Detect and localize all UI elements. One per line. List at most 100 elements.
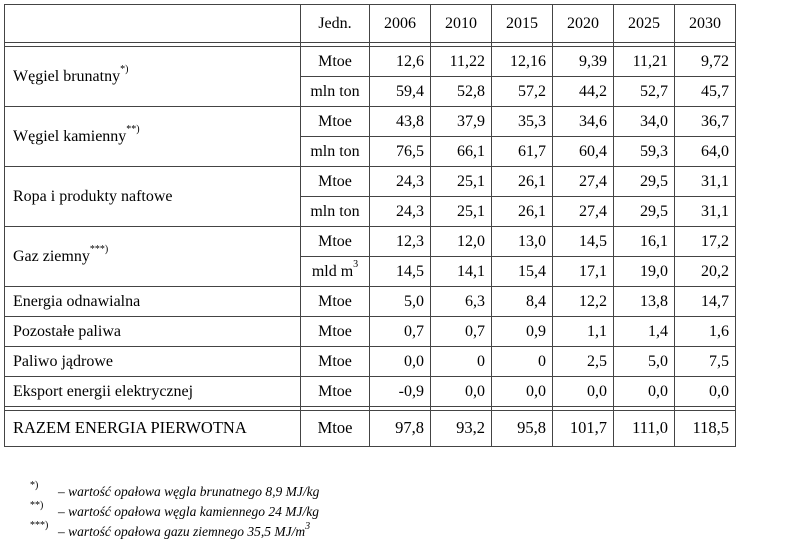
header-empty-cell [4,4,301,43]
value-cell: 5,0 [369,286,431,317]
value-cell: 20,2 [674,256,736,287]
value-cell: 31,1 [674,166,736,197]
table-row: Węgiel kamienny**) Mtoe 43,8 37,9 35,3 34,6 34… [4,106,736,167]
footnote-superscript: 3 [305,520,311,532]
value-cell: 0,0 [613,376,675,407]
unit-cell: mld m3 [300,256,370,287]
value-cell: 13,0 [491,226,553,257]
total-label: RAZEM ENERGIA PIERWOTNA [4,410,301,447]
unit-text: mln ton [310,82,360,100]
value-cell: 14,1 [430,256,492,287]
row-label: Energia odnawialna [4,286,301,317]
row-label: Eksport energii elektrycznej [4,376,301,407]
value-cell: 29,5 [613,196,675,227]
table-row: mln ton 76,5 66,1 61,7 60,4 59,3 64,0 [5,136,736,167]
header-year: 2006 [369,4,431,43]
total-value: 118,5 [674,410,736,447]
value-cell: 0,7 [430,316,492,347]
unit-text: Mtoe [318,172,352,190]
value-cell: 16,1 [613,226,675,257]
value-cell: 11,22 [430,46,492,77]
value-cell: 25,1 [430,166,492,197]
total-value: 111,0 [613,410,675,447]
value-cell: 15,4 [491,256,553,287]
row-label-text: Paliwo jądrowe [13,352,113,370]
total-row: RAZEM ENERGIA PIERWOTNA Mtoe 97,8 93,2 95,8 1… [4,410,736,447]
total-value: 101,7 [552,410,614,447]
value-cell: 0,0 [552,376,614,407]
value-cell: 12,3 [369,226,431,257]
value-cell: 17,2 [674,226,736,257]
value-cell: 6,3 [430,286,492,317]
value-cell: 0,0 [674,376,736,407]
value-cell: 1,6 [674,316,736,347]
header-year: 2020 [552,4,614,43]
total-value: 97,8 [369,410,431,447]
value-cell: 66,1 [430,136,492,167]
value-cell: 14,5 [369,256,431,287]
footnote-body: – wartość opałowa węgla brunatnego 8,9 M… [58,484,320,499]
footnote-body: – wartość opałowa węgla kamiennego 24 MJ… [58,504,319,519]
value-cell: 26,1 [491,166,553,197]
value-cell: 2,5 [552,346,614,377]
value-cell: 9,39 [552,46,614,77]
value-cell: 19,0 [613,256,675,287]
table-row: mld m3 14,5 14,1 15,4 17,1 19,0 20,2 [5,256,736,287]
value-cell: 17,1 [552,256,614,287]
value-cell: 64,0 [674,136,736,167]
value-cell: -0,9 [369,376,431,407]
value-cell: 8,4 [491,286,553,317]
table-row: mln ton 59,4 52,8 57,2 44,2 52,7 45,7 [5,76,736,107]
value-cell: 0,0 [491,376,553,407]
footnote-marker: *) [30,480,39,491]
unit-cell: Mtoe [300,346,370,377]
value-cell: 57,2 [491,76,553,107]
unit-superscript: 3 [353,259,359,271]
value-cell: 24,3 [369,166,431,197]
unit-text: Mtoe [318,322,352,340]
value-cell: 34,0 [613,106,675,137]
header-unit: Jedn. [300,4,370,43]
unit-cell: Mtoe [300,376,370,407]
unit-cell: Mtoe [300,316,370,347]
footnote-mark: ***) [89,244,109,256]
value-cell: 7,5 [674,346,736,377]
row-label-text: Węgiel brunatny [13,67,121,85]
unit-text: Mtoe [318,52,352,70]
row-label-text: Ropa i produkty naftowe [13,187,173,205]
unit-cell: mln ton [300,196,370,227]
row-label-text: Gaz ziemny [13,247,90,265]
value-cell: 43,8 [369,106,431,137]
table-row: Pozostałe paliwa Mtoe 0,7 0,7 0,9 1,1 1,4 1,6 [4,316,736,347]
value-cell: 27,4 [552,196,614,227]
value-cell: 59,3 [613,136,675,167]
unit-text: Mtoe [318,232,352,250]
value-cell: 0,9 [491,316,553,347]
unit-text: Mtoe [318,292,352,310]
header-year: 2025 [613,4,675,43]
row-label-text: Węgiel kamienny [13,127,127,145]
value-cell: 11,21 [613,46,675,77]
footnote-mark: **) [126,124,140,136]
unit-cell: Mtoe [300,46,370,77]
unit-text: mln ton [310,142,360,160]
row-label: Węgiel brunatny*) [4,46,301,107]
table-row: Energia odnawialna Mtoe 5,0 6,3 8,4 12,2 13,8 1… [4,286,736,317]
value-cell: 0,0 [430,376,492,407]
footnote-marker: ***) [30,520,49,531]
value-cell: 45,7 [674,76,736,107]
footnote-body: – wartość opałowa gazu ziemnego 35,5 MJ/… [58,524,306,539]
value-cell: 12,16 [491,46,553,77]
unit-text: Mtoe [318,112,352,130]
table-body: Jedn. 2006 2010 2015 2020 2025 2030 Węgi… [4,4,736,447]
table-row: Gaz ziemny***) Mtoe 12,3 12,0 13,0 14,5 16,1 17… [4,226,736,287]
value-cell: 76,5 [369,136,431,167]
value-cell: 9,72 [674,46,736,77]
value-cell: 12,2 [552,286,614,317]
value-cell: 26,1 [491,196,553,227]
unit-cell: mln ton [300,136,370,167]
unit-cell: Mtoe [300,226,370,257]
value-cell: 13,8 [613,286,675,317]
unit-text: mld m [311,262,354,280]
table-row: Eksport energii elektrycznej Mtoe -0,9 0,0 0… [4,376,736,407]
